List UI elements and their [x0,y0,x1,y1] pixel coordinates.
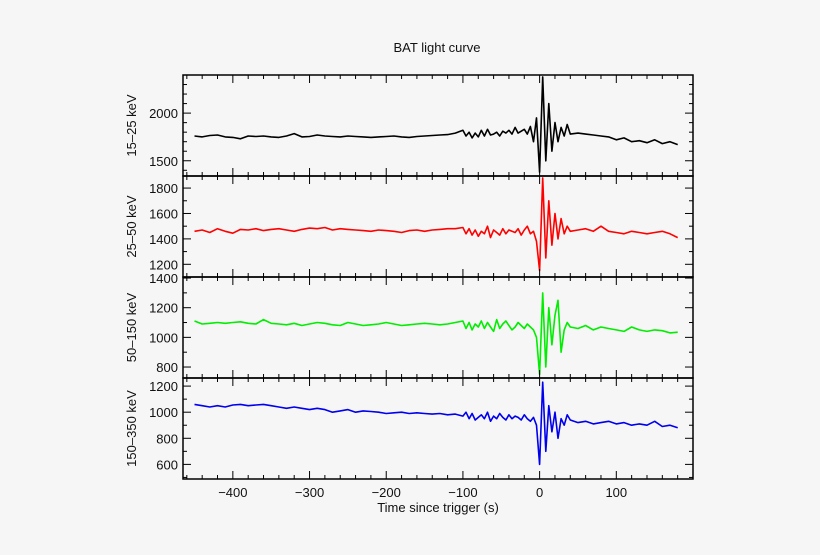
series-line-3 [194,292,678,376]
series-line-4 [194,381,678,466]
y-tick-label: 1500 [149,154,178,169]
x-tick-label: −400 [218,485,247,500]
y-tick-label: 1400 [149,271,178,286]
y-tick-label: 1400 [149,232,178,247]
y-tick-label: 1200 [149,301,178,316]
series-line-2 [194,177,679,272]
y-axis-label-3: 50–150 keV [124,292,139,362]
panel-frame-2 [182,175,694,278]
y-tick-label: 1200 [149,257,178,272]
y-tick-label: 800 [156,431,178,446]
y-axis-label-2: 25–50 keV [124,195,139,257]
y-tick-label: 1000 [149,405,178,420]
panel-frame-4 [182,377,694,480]
y-tick-label: 1000 [149,330,178,345]
x-tick-label: 0 [536,485,543,500]
y-tick-label: 1600 [149,206,178,221]
x-axis-label: Time since trigger (s) [377,500,499,515]
panel-frame-1 [182,74,694,177]
y-axis-label-4: 150–350 keV [124,390,139,467]
y-axis-label-1: 15–25 keV [124,94,139,156]
series-line-1 [194,76,678,173]
panel-frame-3 [182,276,694,379]
y-tick-label: 1200 [149,379,178,394]
x-tick-label: −200 [372,485,401,500]
chart-title: BAT light curve [394,40,481,55]
x-tick-label: 100 [605,485,627,500]
y-tick-label: 800 [156,360,178,375]
y-tick-label: 2000 [149,106,178,121]
x-tick-label: −100 [448,485,477,500]
y-tick-label: 600 [156,457,178,472]
x-tick-label: −300 [295,485,324,500]
y-tick-label: 1800 [149,181,178,196]
